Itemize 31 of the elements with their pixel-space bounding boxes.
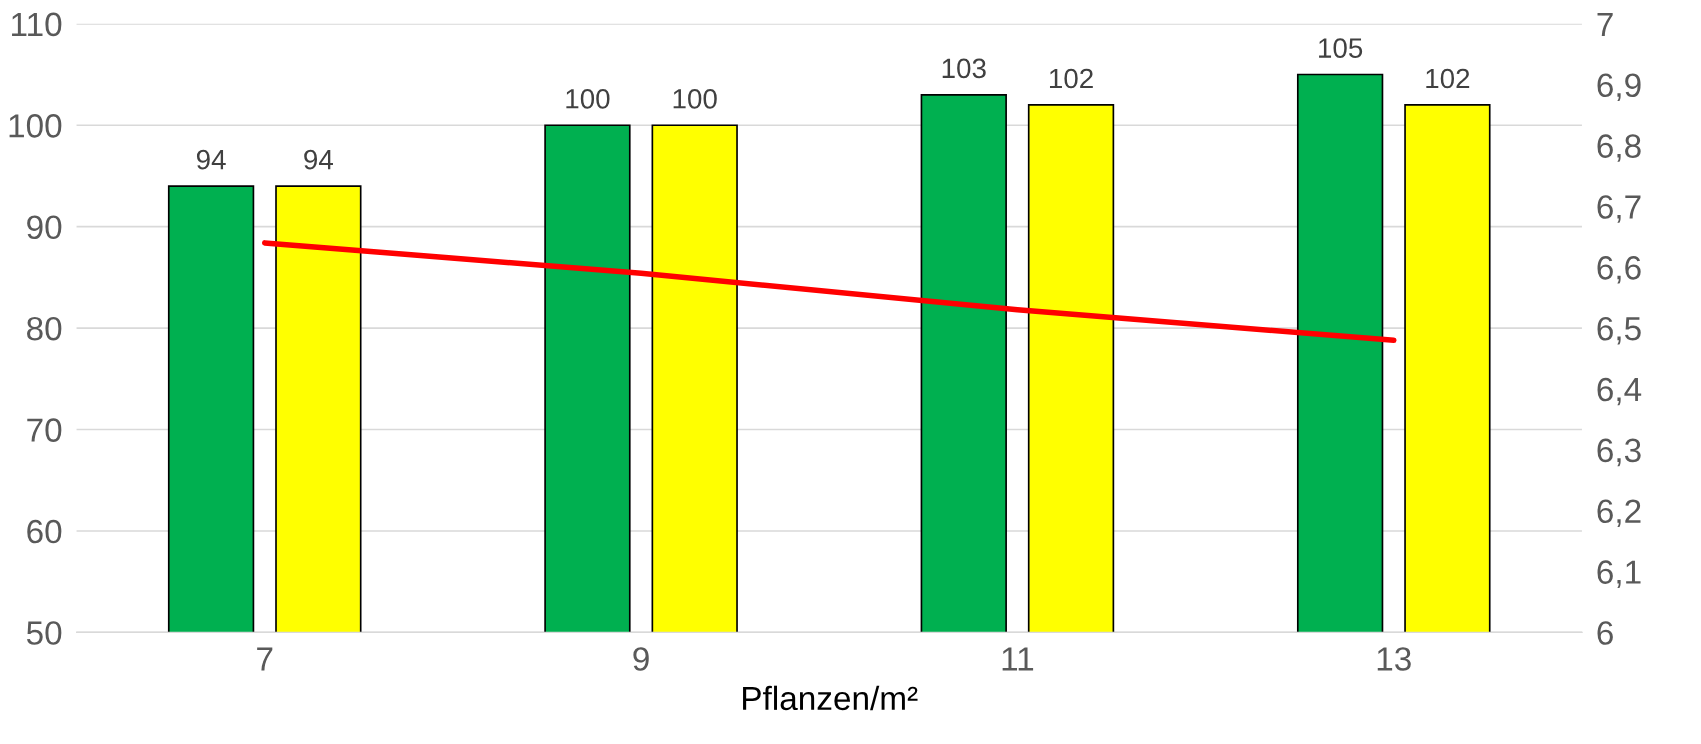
data-label: 94 [196, 149, 226, 170]
x-tick-label: 11 [1002, 647, 1034, 671]
data-label: 100 [673, 88, 717, 109]
data-label: 102 [1426, 68, 1470, 89]
data-label: 100 [566, 88, 610, 109]
y-tick-label: 90 [27, 215, 62, 240]
y2-tick-label: 6 [1597, 621, 1613, 645]
data-label: 94 [304, 149, 333, 170]
y-tick-label: 60 [27, 519, 62, 544]
y-tick-label: 110 [12, 12, 62, 37]
y-tick-label: 100 [9, 114, 62, 138]
y2-tick-label: 6,9 [1597, 73, 1641, 102]
y2-tick-label: 6,8 [1597, 134, 1641, 162]
y2-tick-label: 6,4 [1597, 377, 1642, 406]
data-label: 103 [942, 58, 986, 79]
y2-tick-label: 6,7 [1597, 195, 1641, 223]
y2-tick-label: 6,1 [1597, 560, 1641, 588]
x-tick-label: 9 [633, 647, 649, 671]
y-tick-label: 50 [26, 621, 62, 645]
x-axis-title: Pflanzen/m² [743, 685, 918, 711]
y2-tick-label: 6,3 [1597, 438, 1641, 467]
y2-tick-label: 6,6 [1597, 256, 1641, 284]
data-label: 102 [1049, 68, 1093, 89]
y-tick-label: 80 [27, 316, 62, 341]
data-label: 105 [1319, 38, 1363, 58]
x-tick-label: 7 [257, 647, 273, 671]
y2-tick-label: 6,2 [1597, 499, 1641, 528]
y-tick-label: 70 [27, 418, 62, 442]
x-tick-label: 13 [1377, 647, 1411, 671]
y2-tick-label: 7 [1597, 12, 1613, 36]
y2-tick-label: 6,5 [1597, 316, 1641, 345]
